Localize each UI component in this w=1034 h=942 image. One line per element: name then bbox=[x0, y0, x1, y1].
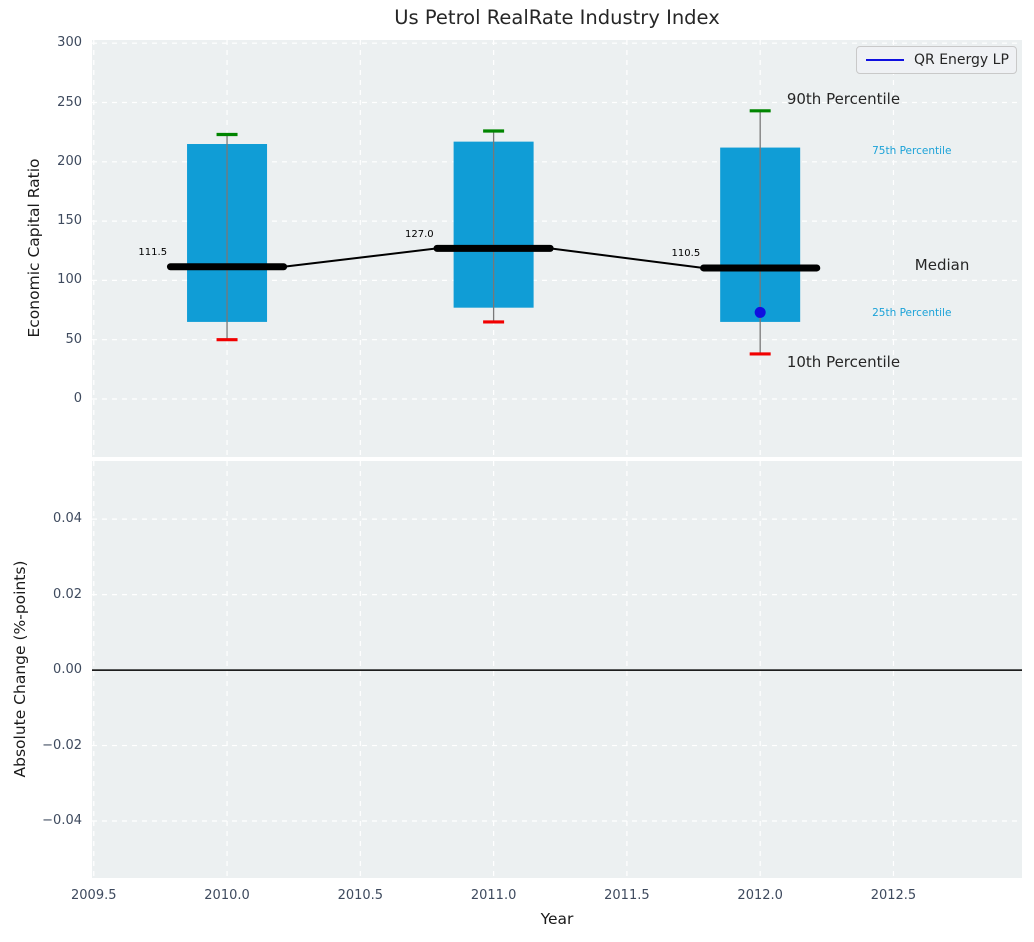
top-y-tick-label: 100 bbox=[0, 272, 82, 288]
x-tick-label: 2012.0 bbox=[715, 888, 805, 904]
figure: Us Petrol RealRate Industry Index QR Ene… bbox=[0, 0, 1034, 942]
bottom-y-tick-label: 0.00 bbox=[0, 662, 82, 678]
x-tick-label: 2010.0 bbox=[182, 888, 272, 904]
annotation-25th-percentile: 25th Percentile bbox=[872, 308, 951, 320]
chart-title: Us Petrol RealRate Industry Index bbox=[92, 6, 1022, 29]
top-y-tick-label: 300 bbox=[0, 35, 82, 51]
top-y-tick-label: 150 bbox=[0, 213, 82, 229]
bottom-axes-plot bbox=[92, 461, 1022, 878]
annotation-75th-percentile: 75th Percentile bbox=[872, 146, 951, 158]
x-tick-label: 2010.5 bbox=[315, 888, 405, 904]
x-tick-label: 2012.5 bbox=[848, 888, 938, 904]
annotation-10th-percentile: 10th Percentile bbox=[787, 354, 900, 371]
top-y-tick-label: 250 bbox=[0, 95, 82, 111]
bottom-axes bbox=[92, 461, 1022, 878]
top-y-tick-label: 50 bbox=[0, 332, 82, 348]
annotation-90th-percentile: 90th Percentile bbox=[787, 91, 900, 108]
median-value-label: 111.5 bbox=[47, 247, 167, 258]
top-y-axis-label: Economic Capital Ratio bbox=[25, 88, 43, 408]
bottom-y-tick-label: −0.04 bbox=[0, 813, 82, 829]
x-tick-label: 2011.5 bbox=[582, 888, 672, 904]
legend-line-sample-icon bbox=[866, 59, 904, 61]
legend-label: QR Energy LP bbox=[914, 52, 1009, 68]
bottom-y-tick-label: 0.04 bbox=[0, 511, 82, 527]
legend: QR Energy LP bbox=[856, 46, 1017, 74]
bottom-y-tick-label: −0.02 bbox=[0, 738, 82, 754]
annotation-median: Median bbox=[915, 257, 970, 274]
top-y-tick-label: 0 bbox=[0, 391, 82, 407]
median-value-label: 127.0 bbox=[314, 229, 434, 240]
median-value-label: 110.5 bbox=[580, 248, 700, 259]
x-tick-label: 2011.0 bbox=[449, 888, 539, 904]
top-y-tick-label: 200 bbox=[0, 154, 82, 170]
x-axis-label: Year bbox=[92, 910, 1022, 928]
x-tick-label: 2009.5 bbox=[49, 888, 139, 904]
company-point bbox=[755, 307, 766, 318]
bottom-y-tick-label: 0.02 bbox=[0, 587, 82, 603]
